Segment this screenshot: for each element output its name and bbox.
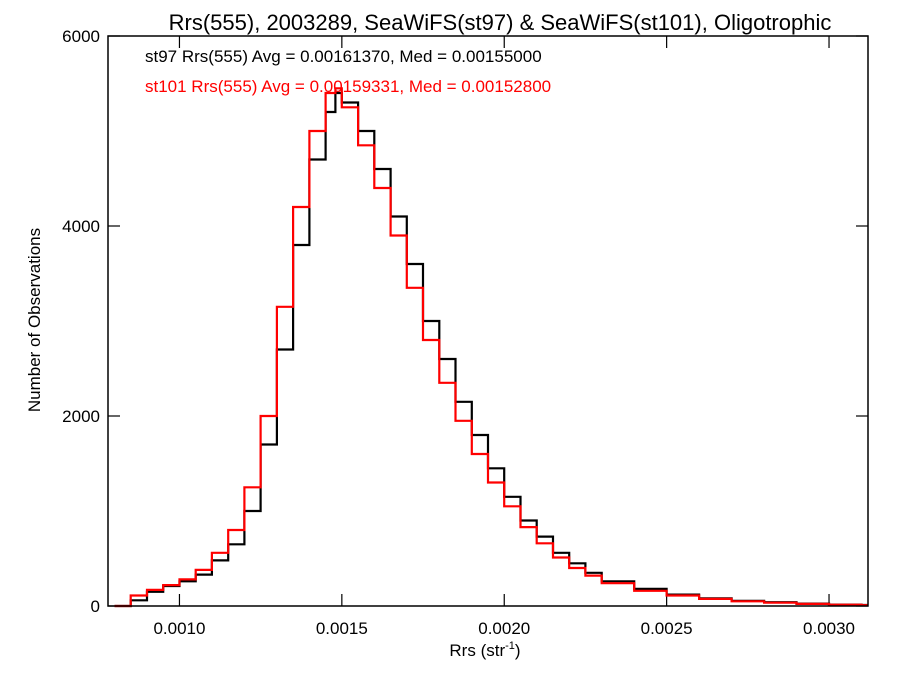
x-axis-label: Rrs (str-1) xyxy=(449,640,520,660)
x-tick-label-1: 0.0015 xyxy=(316,619,368,638)
x-axis-label-superscript: -1 xyxy=(505,640,515,652)
y-axis-ticks: 0 2000 4000 6000 xyxy=(62,27,868,616)
x-axis-label-main: Rrs (str xyxy=(449,641,505,660)
y-tick-label-2: 4000 xyxy=(62,217,100,236)
y-tick-label-3: 6000 xyxy=(62,27,100,46)
annotation-st97: st97 Rrs(555) Avg = 0.00161370, Med = 0.… xyxy=(145,47,542,66)
y-tick-label-1: 2000 xyxy=(62,407,100,426)
x-axis-ticks: 0.0010 0.0015 0.0020 0.0025 0.0030 xyxy=(153,36,855,638)
y-tick-label-0: 0 xyxy=(91,597,100,616)
y-axis-label: Number of Observations xyxy=(25,228,44,412)
plot-frame xyxy=(107,35,869,607)
x-tick-label-2: 0.0020 xyxy=(478,619,530,638)
x-tick-label-0: 0.0010 xyxy=(153,619,205,638)
x-axis-label-close: ) xyxy=(515,641,521,660)
x-tick-label-4: 0.0030 xyxy=(803,619,855,638)
annotation-st101: st101 Rrs(555) Avg = 0.00159331, Med = 0… xyxy=(145,77,551,96)
x-tick-label-3: 0.0025 xyxy=(641,619,693,638)
series-line-1 xyxy=(114,87,868,608)
chart-title: Rrs(555), 2003289, SeaWiFS(st97) & SeaWi… xyxy=(169,10,832,35)
series-layer xyxy=(114,87,868,608)
